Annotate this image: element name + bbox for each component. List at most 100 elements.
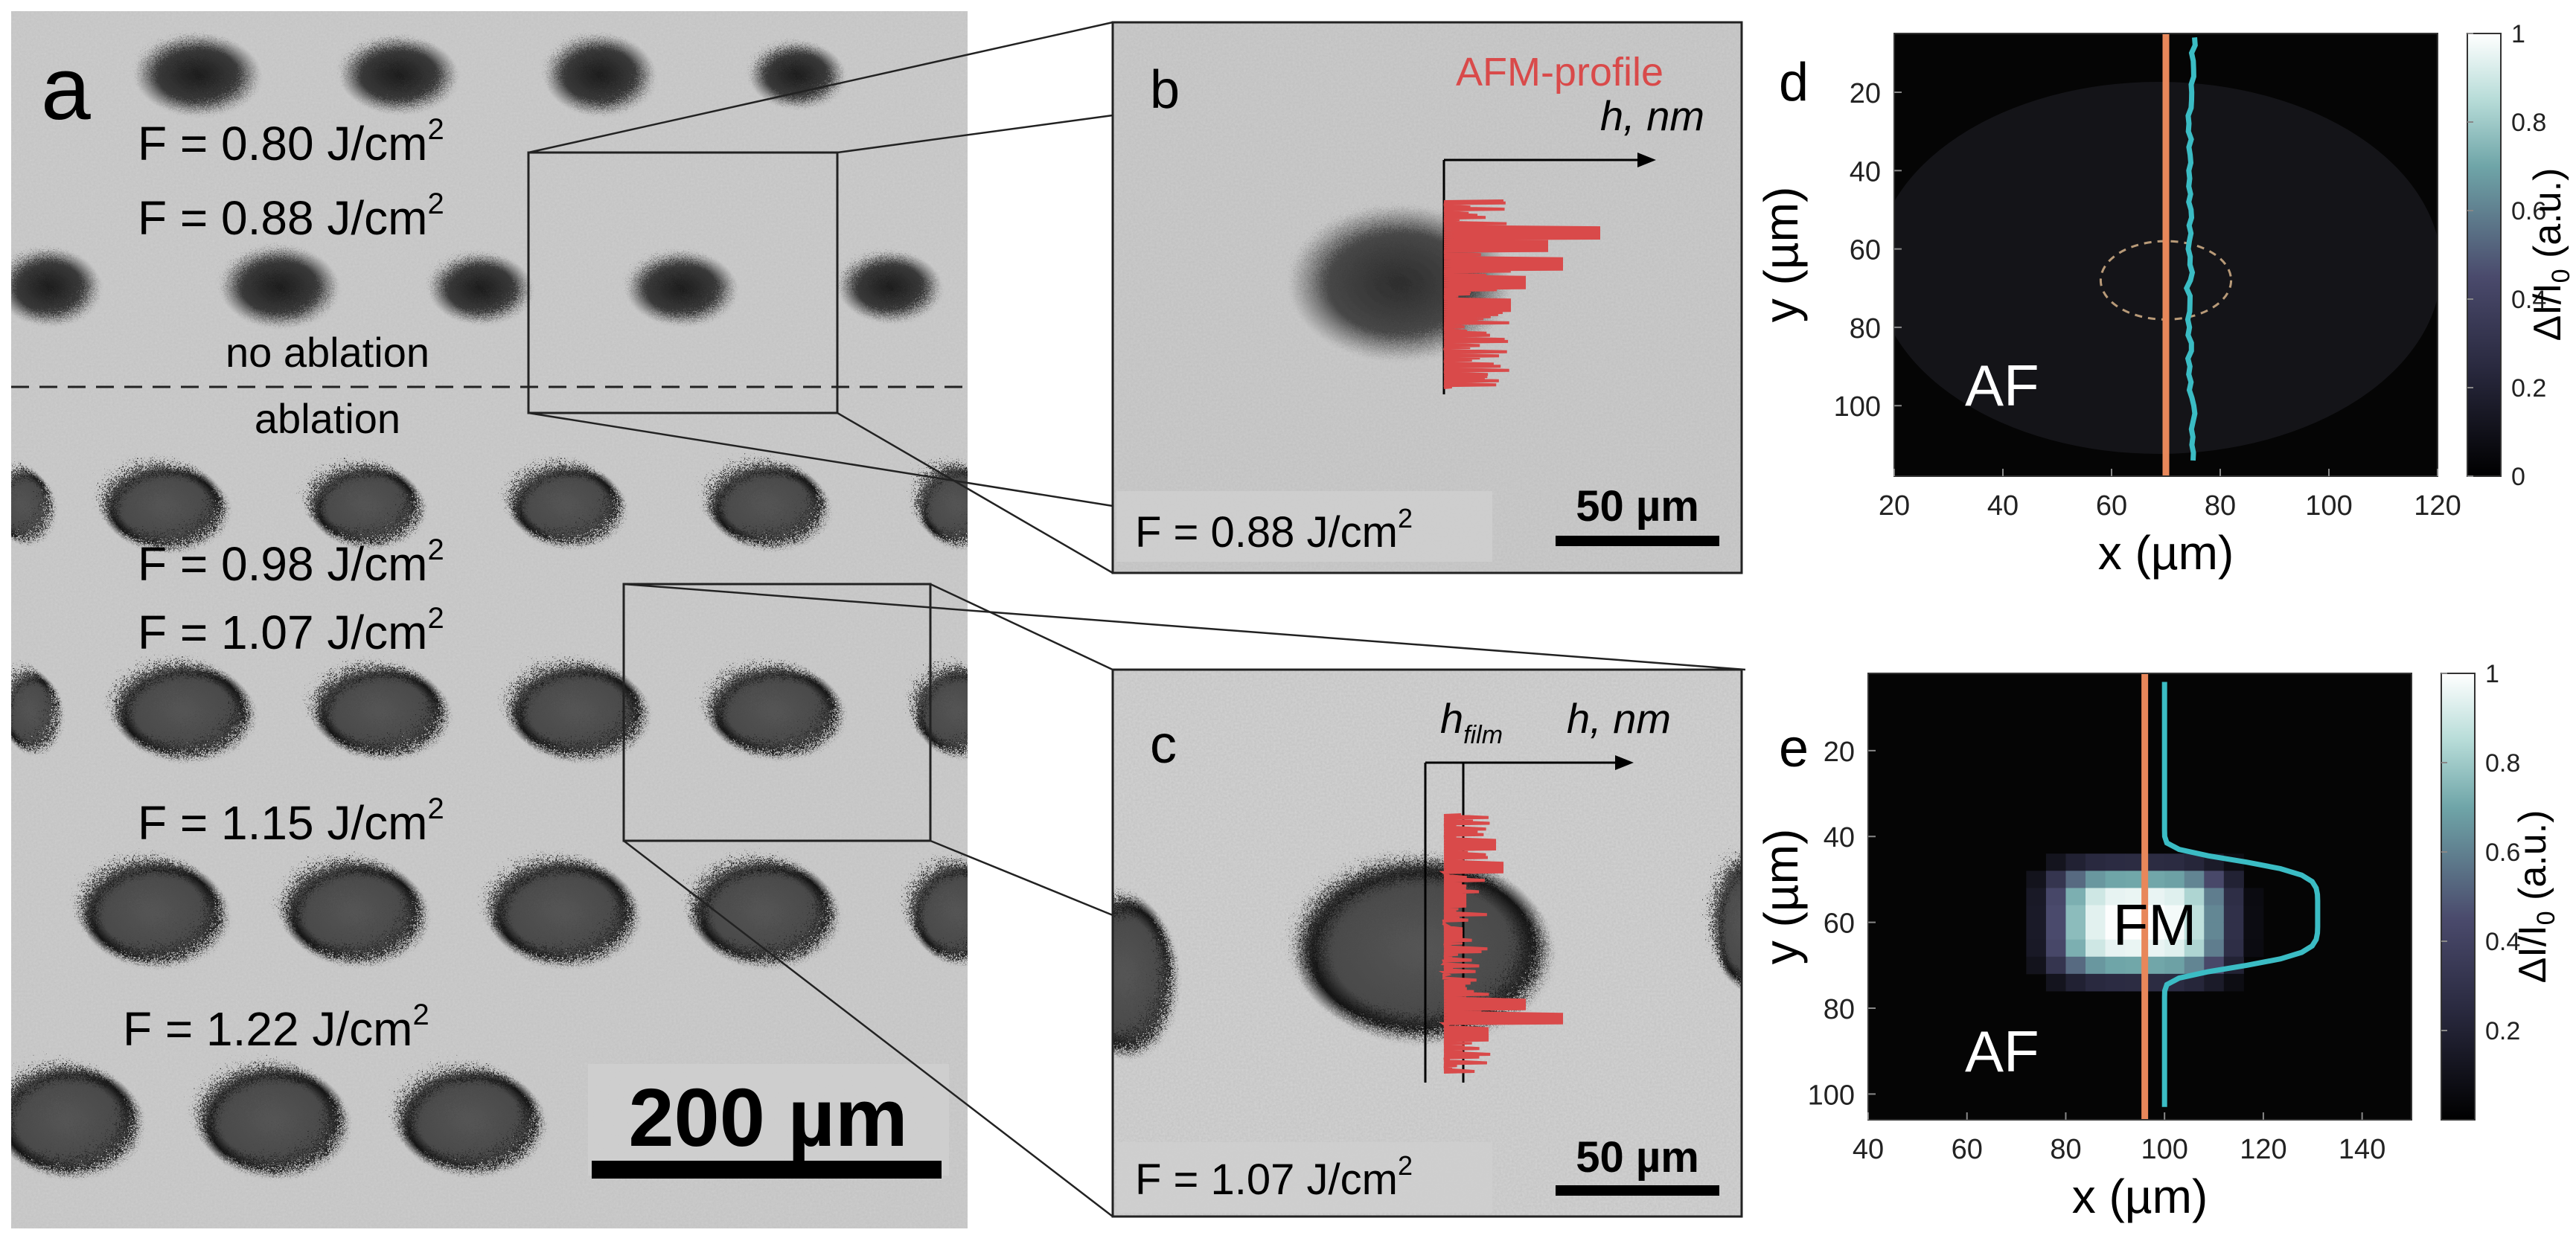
heatmap-pixel [2065,922,2086,940]
cbar-tick-label: 0 [2511,463,2525,491]
row-1.15 [71,850,968,958]
no-ablation-label: no ablation [226,329,429,376]
panel-a-letter: a [41,39,91,138]
afm-profile-b [1443,199,1601,389]
heatmap-pixel [2045,905,2066,923]
ytick-label: 20 [1850,78,1881,109]
heatmap-pixel [2223,973,2244,992]
axes-e: 40 60 80 100 120 140 20 40 60 80 100 [1808,737,2386,1165]
ytick-label: 100 [1808,1080,1855,1111]
xtick-label: 40 [1853,1134,1884,1165]
heatmap-pixel [2184,888,2205,906]
panel-b-letter: b [1150,60,1180,120]
fluence-label-5: F = 1.15 J/cm2 [138,792,444,850]
cbar-tick-label: 0.8 [2485,749,2520,778]
mfm-profile-e [2161,682,2321,1107]
heatmap-pixel [2045,853,2066,871]
row-1.07 [11,655,968,751]
heatmap-pixel [2026,922,2047,940]
heatmap-pixel [2144,939,2165,958]
heatmap-pixel [2086,905,2106,923]
xtick-label: 80 [2205,490,2236,522]
cbar-tick-label: 1 [2511,20,2525,48]
zoom-connectors [528,21,1746,1217]
heatmap-pixel [2164,922,2185,940]
scalebar-b [1556,536,1719,546]
ytick-label: 80 [1850,313,1881,344]
heatmap-pixel [2065,853,2086,871]
heatmap-pixel [2204,939,2225,958]
region-label-fm-e: FM [2113,892,2197,958]
heatmap-pixel [2026,956,2047,975]
xtick-label: 120 [2240,1134,2286,1165]
heatmap-pixel [2223,939,2244,958]
heatmap-pixel [2065,905,2086,923]
colorbar-ticks-d: 0 0.2 0.4 0.6 0.8 1 [2467,20,2546,491]
fluence-label-6: F = 1.22 J/cm2 [123,999,429,1056]
row-0.98 [11,455,968,542]
heatmap-pixel [2164,939,2185,958]
heatmap-pixel [2045,871,2066,888]
fluence-label-4: F = 1.07 J/cm2 [138,602,444,659]
xlabel-e: x (µm) [2072,1170,2208,1223]
heatmap-pixel [2204,905,2225,923]
heatmap-pixel [2026,939,2047,958]
heatmap-pixel [2105,939,2126,958]
heatmap-pixel [2065,871,2086,888]
heatmap-pixel [2144,973,2165,992]
scalebar-a [592,1161,942,1179]
region-label-af-d: AF [1965,353,2039,418]
heatmap-pixel [2086,922,2106,940]
panel-a: a F = 0.80 J/cm2 F = 0.88 J/cm2 no ablat… [11,11,968,1228]
heatmap-pixel [2086,956,2106,975]
heatmap-pixel [2204,871,2225,888]
heatmap-pixel [2223,922,2244,940]
heatmap-e-pixels [2026,853,2264,992]
panel-d-letter: d [1779,53,1809,112]
ylabel-e: y (µm) [1754,829,1808,965]
scalebar-a-label: 200 µm [628,1072,907,1164]
region-label-af-e: AF [1965,1019,2039,1084]
cbar-tick-label: 1 [2485,660,2499,688]
heatmap-pixel [2125,922,2146,940]
heatmap-pixel [2164,853,2185,871]
row-0.80 [130,30,841,112]
ytick-label: 60 [1850,235,1881,266]
heatmap-pixel [2105,853,2126,871]
fluence-label-3: F = 0.98 J/cm2 [138,533,444,591]
heatmap-pixel [2125,905,2146,923]
heatmap-pixel [2125,871,2146,888]
heatmap-pixel [2105,888,2126,906]
heatmap-pixel [2105,922,2126,940]
heatmap-pixel [2026,905,2047,923]
ytick-label: 60 [1824,908,1855,940]
heatmap-pixel [2164,888,2185,906]
heatmap-pixel [2105,871,2126,888]
heatmap-pixel [2184,905,2205,923]
fluence-b-bg [1116,491,1492,562]
cbar-tick-label: 0.6 [2485,839,2520,867]
ablation-label: ablation [255,395,400,442]
fluence-c-label: F = 1.07 J/cm2 [1135,1150,1413,1204]
afm-profile-c [1438,813,1564,1074]
afm-axis-c-label: h, nm [1567,695,1671,742]
heatmap-pixel [2045,956,2066,975]
xtick-label: 40 [1987,490,2019,522]
xtick-label: 120 [2414,490,2461,522]
heatmap-pixel [2144,922,2165,940]
heatmap-pixel [2125,939,2146,958]
heatmap-pixel [2045,888,2066,906]
fluence-c-bg [1116,1142,1492,1213]
zoom-box-c [622,583,932,842]
fluence-b-label: F = 0.88 J/cm2 [1135,503,1413,557]
heatmap-pixel [2204,888,2225,906]
heatmap-pixel [2086,973,2106,992]
heatmap-pixel [2125,956,2146,975]
heatmap-pixel [2204,922,2225,940]
xtick-label: 60 [1952,1134,1983,1165]
heatmap-pixel [2026,888,2047,906]
heatmap-pixel [2223,905,2244,923]
cbar-tick-label: 0.8 [2511,109,2546,137]
panel-c [1113,670,1742,1217]
